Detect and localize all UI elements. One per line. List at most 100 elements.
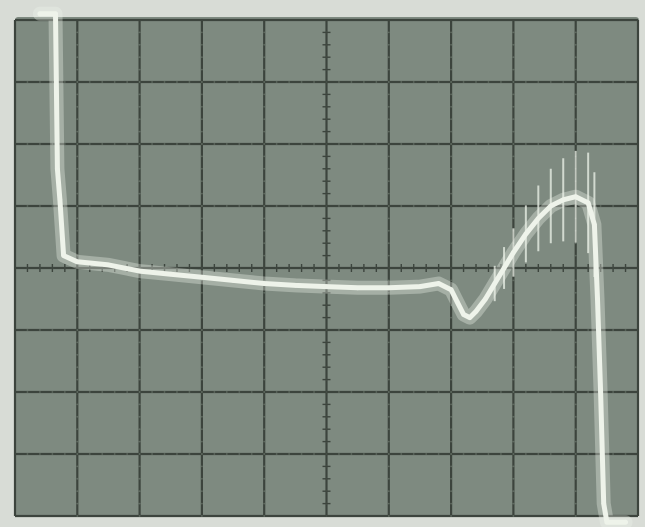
grid-dot (163, 391, 166, 393)
grid-dot (487, 81, 490, 83)
grid-dot (387, 490, 390, 493)
grid-dot (537, 453, 540, 455)
grid-dot (138, 192, 141, 195)
grid-dot (213, 81, 216, 83)
grid-dot (450, 403, 452, 406)
grid-dot (138, 56, 141, 59)
grid-dot (176, 81, 178, 83)
grid-dot (76, 43, 79, 46)
grid-dot (201, 378, 203, 381)
grid-dot (387, 515, 390, 517)
grid-dot (213, 391, 216, 393)
grid-dot (201, 366, 203, 369)
grid-dot (76, 353, 79, 356)
grid-dot (400, 143, 403, 145)
grid-dot (26, 205, 29, 207)
grid-dot (76, 68, 79, 71)
grid-dot (425, 205, 428, 207)
trace-point (560, 197, 566, 203)
grid-dot (450, 453, 452, 455)
grid-dot (201, 81, 203, 83)
grid-dot (188, 205, 191, 207)
grid-dot (263, 378, 266, 381)
grid-dot (263, 453, 266, 455)
grid-dot (562, 81, 565, 83)
grid-dot (512, 130, 515, 133)
trace-point (467, 315, 473, 320)
grid-dot (76, 453, 79, 455)
grid-dot (101, 81, 104, 83)
grid-dot (225, 81, 228, 83)
grid-dot (213, 329, 216, 331)
grid-dot (263, 353, 266, 356)
grid-dot (76, 477, 79, 480)
grid-dot (450, 155, 452, 158)
grid-dot (512, 353, 515, 356)
grid-dot (587, 143, 590, 145)
grid-dot (512, 155, 515, 158)
grid-dot (574, 304, 577, 307)
grid-dot (201, 242, 203, 245)
grid-dot (450, 105, 452, 108)
grid-dot (574, 130, 577, 133)
grid-dot (138, 515, 141, 517)
grid-dot (263, 465, 266, 468)
grid-dot (387, 93, 390, 96)
grid-dot (350, 81, 353, 83)
grid-dot (313, 329, 315, 331)
grid-dot (387, 291, 390, 294)
grid-dot (387, 242, 390, 245)
grid-dot (138, 31, 141, 34)
grid-dot (126, 205, 129, 207)
grid-dot (263, 403, 266, 406)
grid-dot (412, 143, 415, 145)
grid-dot (151, 143, 153, 145)
grid-dot (475, 453, 477, 455)
grid-dot (512, 68, 515, 71)
grid-dot (39, 81, 41, 83)
grid-dot (201, 105, 203, 108)
grid-dot (88, 453, 91, 455)
grid-dot (387, 68, 390, 71)
grid-dot (549, 143, 552, 145)
grid-dot (437, 391, 440, 393)
grid-dot (437, 81, 440, 83)
grid-dot (512, 56, 515, 59)
grid-dot (76, 490, 79, 493)
grid-dot (375, 143, 378, 145)
grid-dot (250, 453, 253, 455)
grid-dot (63, 81, 66, 83)
grid-dot (263, 143, 266, 145)
trace-point (598, 389, 604, 395)
grid-dot (138, 291, 141, 294)
grid-dot (201, 391, 203, 393)
grid-dot (138, 68, 141, 71)
grid-dot (300, 329, 303, 331)
grid-dot (313, 81, 315, 83)
grid-dot (437, 205, 440, 207)
trace-point (74, 259, 80, 265)
grid-dot (275, 205, 278, 207)
grid-dot (113, 205, 116, 207)
grid-dot (574, 254, 577, 257)
grid-dot (524, 81, 527, 83)
grid-dot (350, 143, 353, 145)
grid-dot (263, 502, 266, 505)
grid-dot (500, 391, 502, 393)
grid-dot (624, 391, 627, 393)
trace-point (168, 271, 174, 277)
grid-dot (250, 329, 253, 331)
grid-dot (275, 391, 278, 393)
trace-point (591, 222, 597, 228)
grid-dot (39, 453, 41, 455)
grid-dot (113, 329, 116, 331)
grid-dot (63, 453, 66, 455)
grid-dot (338, 81, 340, 83)
grid-dot (188, 391, 191, 393)
grid-dot (63, 143, 66, 145)
trace-point (57, 197, 63, 203)
grid-dot (126, 329, 129, 331)
grid-dot (101, 143, 104, 145)
grid-dot (76, 130, 79, 133)
grid-dot (263, 316, 266, 319)
